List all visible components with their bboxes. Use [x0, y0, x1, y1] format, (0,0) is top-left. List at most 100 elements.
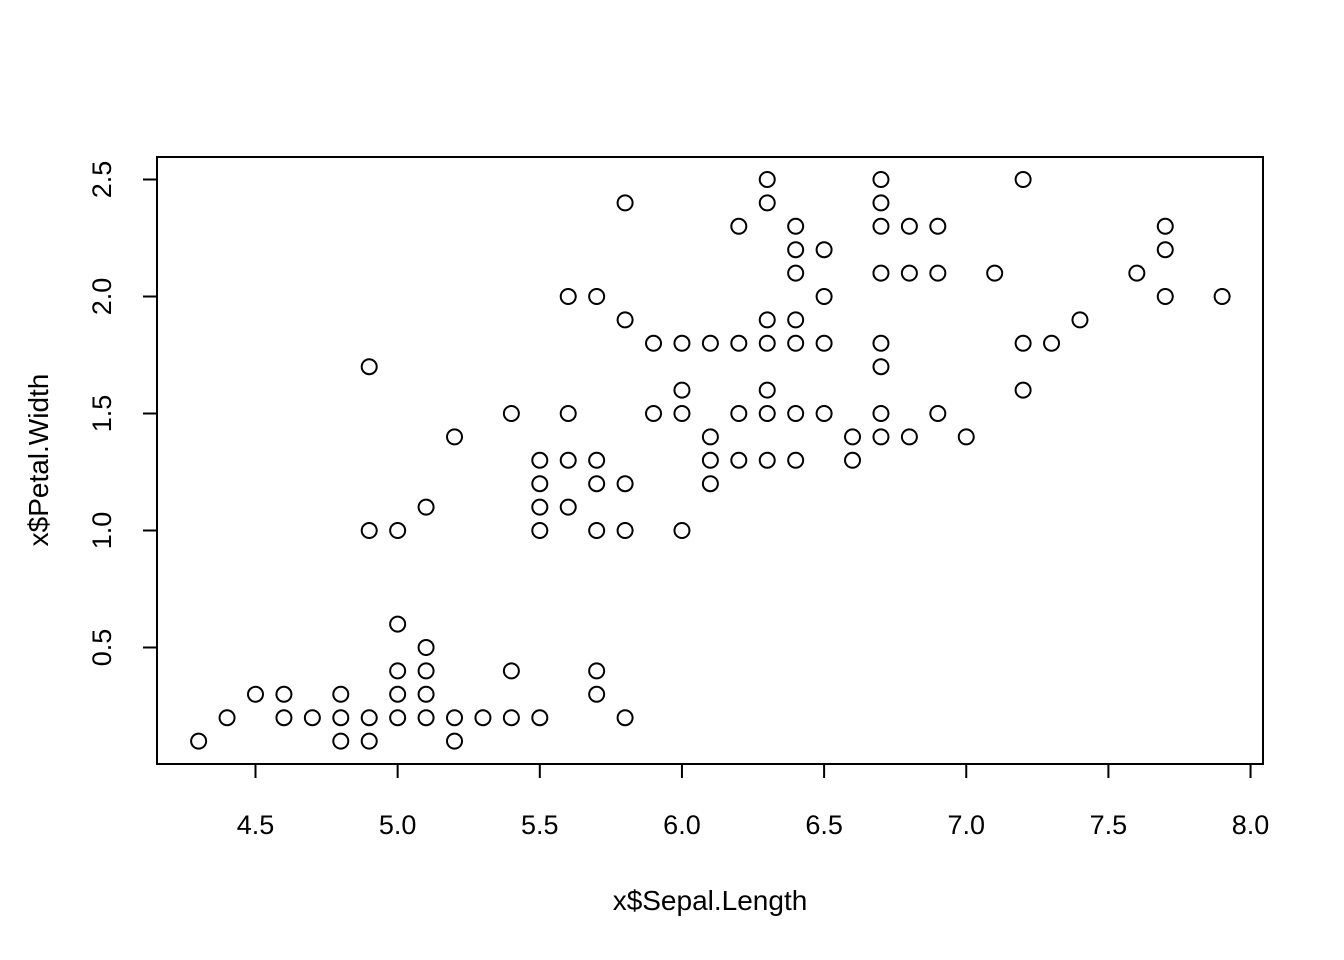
data-point [446, 732, 464, 750]
data-point [332, 709, 350, 727]
x-tick-label: 6.0 [663, 810, 701, 840]
data-point [872, 264, 890, 282]
data-point [616, 709, 634, 727]
data-point [1014, 334, 1032, 352]
plot-frame [156, 156, 1264, 765]
data-point [588, 451, 606, 469]
data-point [986, 264, 1004, 282]
data-point [247, 685, 264, 703]
data-point [1156, 241, 1174, 259]
data-point [673, 381, 691, 399]
data-point [758, 405, 776, 422]
data-point [389, 662, 407, 680]
data-point [275, 685, 293, 703]
x-axis-label: x$Sepal.Length [613, 885, 808, 916]
data-point [701, 428, 719, 446]
data-point [900, 217, 918, 235]
data-point [872, 405, 890, 422]
data-point [474, 709, 492, 727]
data-point [758, 334, 776, 352]
x-tick-label: 6.5 [805, 810, 843, 840]
data-point [787, 334, 805, 352]
data-point [332, 685, 350, 703]
data-point [673, 522, 691, 539]
data-point [730, 451, 748, 469]
data-point [417, 685, 435, 703]
data-point [929, 405, 947, 422]
y-tick-label: 2.5 [87, 161, 117, 199]
data-point [417, 662, 435, 680]
data-point [844, 428, 862, 446]
data-points [190, 171, 1231, 750]
data-point [360, 358, 378, 376]
data-point [1156, 288, 1174, 305]
data-point [929, 264, 947, 282]
data-point [588, 475, 606, 493]
data-point [1071, 311, 1089, 329]
data-point [815, 405, 833, 422]
data-point [1014, 171, 1032, 188]
x-tick-label: 5.5 [521, 810, 559, 840]
data-point [758, 171, 776, 188]
data-point [588, 662, 606, 680]
data-point [1043, 334, 1061, 352]
data-point [673, 334, 691, 352]
data-point [531, 475, 549, 493]
data-point [701, 334, 719, 352]
y-tick-label: 0.5 [87, 629, 117, 667]
data-point [417, 709, 435, 727]
data-point [190, 732, 208, 750]
data-point [531, 498, 549, 516]
data-point [787, 451, 805, 469]
data-point [303, 709, 321, 727]
data-point [872, 171, 890, 188]
y-tick-label: 2.0 [87, 278, 117, 316]
data-point [1156, 217, 1174, 235]
data-point [559, 405, 577, 422]
x-tick-label: 8.0 [1232, 810, 1270, 840]
data-point [673, 405, 691, 422]
data-point [872, 217, 890, 235]
data-point [872, 334, 890, 352]
x-axis: 4.5 5.0 5.5 6.0 6.5 7.0 7.5 8.0 [237, 763, 1270, 840]
data-point [872, 194, 890, 212]
data-point [1128, 264, 1146, 282]
data-point [758, 194, 776, 212]
data-point [502, 662, 520, 680]
data-point [417, 639, 435, 656]
data-point [1213, 288, 1231, 305]
x-tick-label: 5.0 [379, 810, 417, 840]
data-point [815, 288, 833, 305]
data-point [502, 405, 520, 422]
y-axis-label: x$Petal.Width [23, 374, 54, 547]
data-point [531, 709, 549, 727]
data-point [588, 288, 606, 305]
data-point [389, 522, 407, 539]
data-point [531, 451, 549, 469]
data-point [758, 381, 776, 399]
data-point [701, 451, 719, 469]
data-point [389, 685, 407, 703]
data-point [815, 241, 833, 259]
data-point [900, 428, 918, 446]
data-point [417, 498, 435, 516]
data-point [588, 685, 606, 703]
data-point [389, 709, 407, 727]
data-point [332, 732, 350, 750]
y-tick-label: 1.0 [87, 512, 117, 550]
data-point [701, 475, 719, 493]
data-point [360, 709, 378, 727]
data-point [787, 264, 805, 282]
data-point [900, 264, 918, 282]
data-point [872, 358, 890, 376]
data-point [844, 451, 862, 469]
data-point [588, 522, 606, 539]
data-point [275, 709, 293, 727]
data-point [730, 217, 748, 235]
data-point [616, 475, 634, 493]
data-point [730, 334, 748, 352]
data-point [787, 241, 805, 259]
data-point [929, 217, 947, 235]
x-tick-label: 7.5 [1090, 810, 1128, 840]
